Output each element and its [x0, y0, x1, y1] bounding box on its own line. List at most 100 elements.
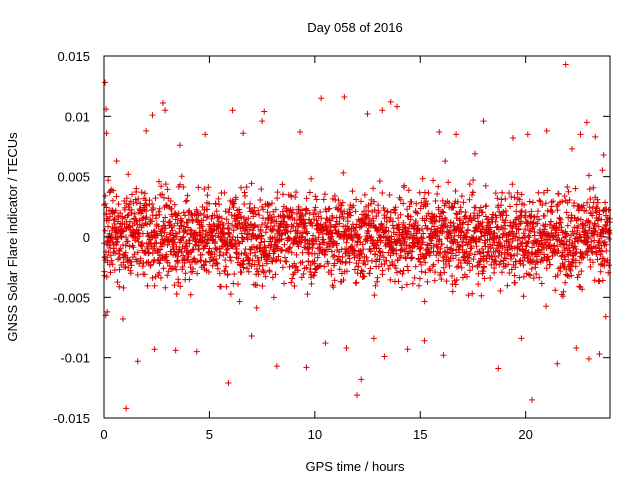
data-point — [432, 218, 439, 225]
data-point — [571, 238, 578, 245]
data-point — [449, 288, 456, 295]
data-point — [509, 181, 516, 188]
data-point — [300, 216, 307, 223]
data-point — [372, 251, 379, 258]
data-point — [408, 198, 415, 205]
data-point — [299, 259, 306, 266]
data-point — [260, 206, 267, 213]
data-point — [559, 229, 566, 236]
data-point — [126, 243, 133, 250]
data-point — [467, 212, 474, 219]
data-point — [474, 226, 481, 233]
data-point — [562, 61, 569, 68]
data-point — [264, 223, 271, 230]
data-point — [366, 270, 373, 277]
data-point — [185, 216, 192, 223]
data-point — [478, 223, 485, 230]
data-point — [363, 254, 370, 261]
data-point — [278, 236, 285, 243]
data-point — [412, 263, 419, 270]
data-point — [594, 196, 601, 203]
data-point — [537, 198, 544, 205]
data-point — [319, 231, 326, 238]
data-point — [304, 291, 311, 298]
data-point — [403, 229, 410, 236]
data-point — [347, 209, 354, 216]
data-point — [116, 255, 123, 262]
data-point — [449, 273, 456, 280]
data-point — [534, 208, 541, 215]
data-point — [314, 254, 321, 261]
data-point — [417, 244, 424, 251]
x-axis-ticks: 0 5 10 15 20 — [100, 56, 533, 442]
data-point — [136, 233, 143, 240]
data-point — [123, 195, 130, 202]
data-point — [138, 243, 145, 250]
data-point — [413, 230, 420, 237]
data-point — [305, 249, 312, 256]
data-point — [527, 272, 534, 279]
data-point — [143, 207, 150, 214]
data-point — [273, 363, 280, 370]
data-point — [269, 217, 276, 224]
data-point — [266, 268, 273, 275]
data-point — [362, 219, 369, 226]
data-point — [554, 360, 561, 367]
data-point — [463, 273, 470, 280]
data-point — [180, 233, 187, 240]
data-point — [215, 195, 222, 202]
data-point — [514, 237, 521, 244]
data-point — [160, 194, 167, 201]
data-point — [514, 189, 521, 196]
data-point — [483, 255, 490, 262]
data-point — [160, 100, 167, 107]
data-point — [336, 220, 343, 227]
data-point — [134, 358, 141, 365]
data-point — [394, 236, 401, 243]
data-point — [262, 229, 269, 236]
data-point — [298, 234, 305, 241]
data-point — [307, 262, 314, 269]
data-point — [606, 230, 613, 237]
data-point — [144, 245, 151, 252]
data-point — [438, 240, 445, 247]
data-point — [371, 207, 378, 214]
data-point — [354, 392, 360, 399]
data-point — [213, 208, 220, 215]
data-point — [563, 230, 570, 237]
data-point — [173, 233, 180, 240]
data-point — [421, 189, 428, 196]
data-point — [368, 257, 375, 264]
data-point — [504, 251, 511, 258]
data-point — [479, 219, 486, 226]
data-point — [388, 233, 395, 240]
data-point — [374, 278, 381, 285]
data-point — [510, 230, 517, 237]
data-point — [448, 250, 455, 257]
data-point — [234, 214, 241, 221]
data-point — [430, 177, 437, 184]
data-point — [589, 259, 596, 266]
data-point — [113, 157, 120, 164]
data-point — [225, 380, 232, 387]
data-point — [232, 243, 239, 250]
data-point — [467, 250, 474, 257]
data-point — [541, 212, 548, 219]
data-point — [365, 216, 372, 223]
data-point — [369, 215, 376, 222]
data-point — [259, 118, 266, 125]
data-point — [221, 189, 228, 196]
data-point — [486, 219, 493, 226]
data-point — [131, 210, 138, 217]
data-point — [530, 275, 537, 282]
data-point — [491, 265, 498, 272]
data-point — [313, 238, 320, 245]
data-point — [403, 281, 410, 288]
data-point — [141, 190, 148, 197]
data-point — [580, 254, 587, 261]
data-point — [274, 189, 281, 196]
data-point — [471, 210, 478, 217]
data-point — [112, 207, 119, 214]
data-point — [218, 283, 225, 290]
data-point — [322, 191, 329, 198]
